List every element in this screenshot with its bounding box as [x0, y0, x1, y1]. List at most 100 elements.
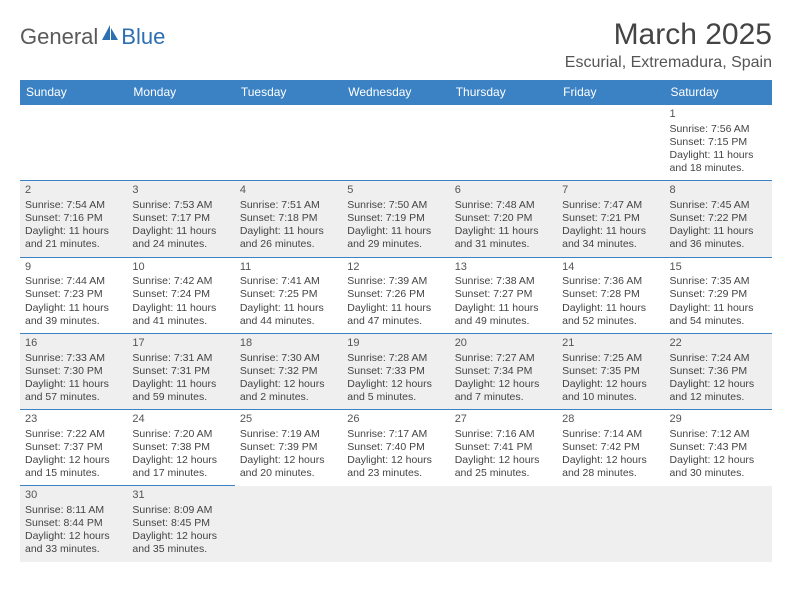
day-cell: 11Sunrise: 7:41 AMSunset: 7:25 PMDayligh…: [235, 257, 342, 333]
day-number: 11: [240, 261, 337, 275]
day-cell: 4Sunrise: 7:51 AMSunset: 7:18 PMDaylight…: [235, 181, 342, 257]
day-cell: 16Sunrise: 7:33 AMSunset: 7:30 PMDayligh…: [20, 333, 127, 409]
daylight-line: Daylight: 12 hours: [347, 454, 444, 467]
sunrise-line: Sunrise: 7:30 AM: [240, 352, 337, 365]
daylight-line-2: and 49 minutes.: [455, 315, 552, 328]
daylight-line: Daylight: 11 hours: [562, 302, 659, 315]
sunrise-line: Sunrise: 7:44 AM: [25, 275, 122, 288]
day-cell: 8Sunrise: 7:45 AMSunset: 7:22 PMDaylight…: [665, 181, 772, 257]
day-number: 2: [25, 184, 122, 198]
daylight-line-2: and 35 minutes.: [132, 543, 229, 556]
daylight-line-2: and 30 minutes.: [670, 467, 767, 480]
day-number: 18: [240, 337, 337, 351]
day-cell: 2Sunrise: 7:54 AMSunset: 7:16 PMDaylight…: [20, 181, 127, 257]
day-number: 6: [455, 184, 552, 198]
sunrise-line: Sunrise: 7:12 AM: [670, 428, 767, 441]
calendar-body: 1Sunrise: 7:56 AMSunset: 7:15 PMDaylight…: [20, 105, 772, 562]
day-cell: 21Sunrise: 7:25 AMSunset: 7:35 PMDayligh…: [557, 333, 664, 409]
day-number: 9: [25, 261, 122, 275]
daylight-line-2: and 2 minutes.: [240, 391, 337, 404]
sunset-line: Sunset: 7:17 PM: [132, 212, 229, 225]
week-row: 2Sunrise: 7:54 AMSunset: 7:16 PMDaylight…: [20, 181, 772, 257]
sunset-line: Sunset: 7:27 PM: [455, 288, 552, 301]
week-row: 23Sunrise: 7:22 AMSunset: 7:37 PMDayligh…: [20, 410, 772, 486]
sunset-line: Sunset: 7:41 PM: [455, 441, 552, 454]
empty-cell: [557, 486, 664, 562]
daylight-line-2: and 7 minutes.: [455, 391, 552, 404]
daylight-line-2: and 57 minutes.: [25, 391, 122, 404]
daylight-line: Daylight: 11 hours: [347, 225, 444, 238]
empty-cell: [450, 105, 557, 181]
day-number: 31: [132, 489, 229, 503]
day-number: 25: [240, 413, 337, 427]
logo-text-2: Blue: [121, 24, 165, 50]
sunset-line: Sunset: 7:33 PM: [347, 365, 444, 378]
sunset-line: Sunset: 7:29 PM: [670, 288, 767, 301]
sunrise-line: Sunrise: 7:39 AM: [347, 275, 444, 288]
empty-cell: [342, 105, 449, 181]
empty-cell: [127, 105, 234, 181]
sunrise-line: Sunrise: 7:19 AM: [240, 428, 337, 441]
sunrise-line: Sunrise: 7:56 AM: [670, 123, 767, 136]
daylight-line-2: and 17 minutes.: [132, 467, 229, 480]
day-number: 12: [347, 261, 444, 275]
daylight-line-2: and 34 minutes.: [562, 238, 659, 251]
sunrise-line: Sunrise: 7:35 AM: [670, 275, 767, 288]
sunrise-line: Sunrise: 7:31 AM: [132, 352, 229, 365]
col-monday: Monday: [127, 80, 234, 105]
day-number: 7: [562, 184, 659, 198]
sunrise-line: Sunrise: 7:22 AM: [25, 428, 122, 441]
day-cell: 15Sunrise: 7:35 AMSunset: 7:29 PMDayligh…: [665, 257, 772, 333]
daylight-line-2: and 52 minutes.: [562, 315, 659, 328]
daylight-line: Daylight: 12 hours: [25, 530, 122, 543]
daylight-line: Daylight: 11 hours: [455, 225, 552, 238]
day-cell: 17Sunrise: 7:31 AMSunset: 7:31 PMDayligh…: [127, 333, 234, 409]
week-row: 9Sunrise: 7:44 AMSunset: 7:23 PM Daylight…: [20, 257, 772, 333]
daylight-line-2: and 21 minutes.: [25, 238, 122, 251]
col-thursday: Thursday: [450, 80, 557, 105]
logo-sail-icon: [100, 23, 120, 43]
day-number: 13: [455, 261, 552, 275]
sunset-line: Sunset: 7:23 PM: [25, 288, 122, 301]
day-number: 22: [670, 337, 767, 351]
location: Escurial, Extremadura, Spain: [565, 54, 772, 72]
day-number: 4: [240, 184, 337, 198]
sunset-line: Sunset: 7:24 PM: [132, 288, 229, 301]
sunrise-line: Sunrise: 8:09 AM: [132, 504, 229, 517]
empty-cell: [665, 486, 772, 562]
day-cell: 22Sunrise: 7:24 AMSunset: 7:36 PMDayligh…: [665, 333, 772, 409]
daylight-line: Daylight: 11 hours: [347, 302, 444, 315]
daylight-line: Daylight: 12 hours: [132, 454, 229, 467]
day-number: 8: [670, 184, 767, 198]
day-cell: 27Sunrise: 7:16 AMSunset: 7:41 PMDayligh…: [450, 410, 557, 486]
sunrise-line: Sunrise: 7:47 AM: [562, 199, 659, 212]
day-cell: 7Sunrise: 7:47 AMSunset: 7:21 PMDaylight…: [557, 181, 664, 257]
sunrise-line: Sunrise: 7:51 AM: [240, 199, 337, 212]
day-cell: 28Sunrise: 7:14 AMSunset: 7:42 PMDayligh…: [557, 410, 664, 486]
daylight-line: Daylight: 12 hours: [562, 378, 659, 391]
sunset-line: Sunset: 8:45 PM: [132, 517, 229, 530]
day-cell: 9Sunrise: 7:44 AMSunset: 7:23 PMDaylight…: [20, 257, 127, 333]
title-block: March 2025 Escurial, Extremadura, Spain: [565, 18, 772, 72]
logo-text-1: General: [20, 24, 98, 50]
sunrise-line: Sunrise: 7:41 AM: [240, 275, 337, 288]
day-number: 3: [132, 184, 229, 198]
daylight-line: Daylight: 12 hours: [562, 454, 659, 467]
day-number: 23: [25, 413, 122, 427]
week-row: 1Sunrise: 7:56 AMSunset: 7:15 PMDaylight…: [20, 105, 772, 181]
daylight-line: Daylight: 11 hours: [25, 225, 122, 238]
daylight-line: Daylight: 11 hours: [132, 302, 229, 315]
sunset-line: Sunset: 7:28 PM: [562, 288, 659, 301]
daylight-line: Daylight: 12 hours: [455, 378, 552, 391]
daylight-line: Daylight: 11 hours: [562, 225, 659, 238]
daylight-line: Daylight: 12 hours: [25, 454, 122, 467]
daylight-line-2: and 18 minutes.: [670, 162, 767, 175]
empty-cell: [235, 105, 342, 181]
daylight-line-2: and 39 minutes.: [25, 315, 122, 328]
day-number: 16: [25, 337, 122, 351]
day-cell: 19Sunrise: 7:28 AMSunset: 7:33 PMDayligh…: [342, 333, 449, 409]
daylight-line: Daylight: 12 hours: [240, 454, 337, 467]
sunset-line: Sunset: 7:16 PM: [25, 212, 122, 225]
daylight-line-2: and 25 minutes.: [455, 467, 552, 480]
day-cell: 12Sunrise: 7:39 AMSunset: 7:26 PMDayligh…: [342, 257, 449, 333]
